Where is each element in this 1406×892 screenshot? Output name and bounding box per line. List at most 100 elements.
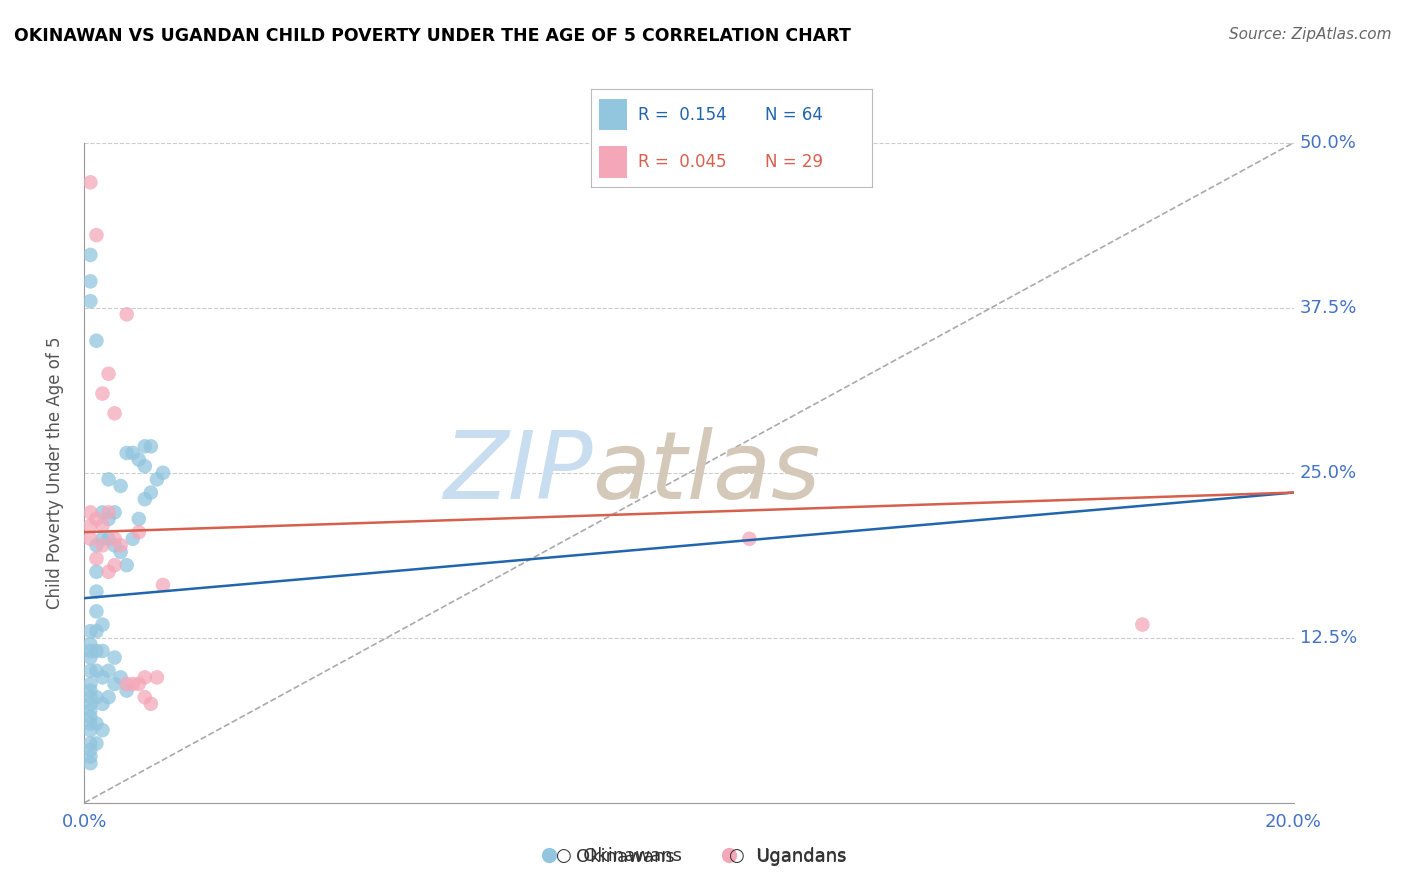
Point bbox=[139, 697, 162, 711]
Text: 50.0%: 50.0% bbox=[1299, 134, 1357, 152]
Point bbox=[91, 697, 114, 711]
Y-axis label: Child Poverty Under the Age of 5: Child Poverty Under the Age of 5 bbox=[45, 336, 63, 609]
Point bbox=[79, 690, 101, 705]
Point bbox=[128, 677, 150, 691]
Point bbox=[79, 756, 101, 771]
Point bbox=[152, 466, 174, 480]
Text: atlas: atlas bbox=[592, 427, 821, 518]
Point bbox=[86, 736, 108, 750]
Point bbox=[79, 664, 101, 678]
Point bbox=[110, 479, 132, 493]
Point bbox=[86, 538, 108, 552]
Point bbox=[139, 439, 162, 453]
Point bbox=[86, 584, 108, 599]
Point bbox=[115, 307, 138, 321]
Point bbox=[104, 538, 127, 552]
Point bbox=[91, 723, 114, 738]
Point bbox=[134, 439, 156, 453]
Point bbox=[97, 505, 120, 519]
Text: N = 64: N = 64 bbox=[765, 106, 823, 124]
Point bbox=[146, 472, 169, 486]
Point bbox=[79, 505, 101, 519]
Point bbox=[97, 512, 120, 526]
Point bbox=[146, 670, 169, 684]
Point bbox=[86, 551, 108, 566]
Point bbox=[86, 664, 108, 678]
Point bbox=[91, 532, 114, 546]
Text: Source: ZipAtlas.com: Source: ZipAtlas.com bbox=[1229, 27, 1392, 42]
Point bbox=[79, 703, 101, 717]
Point bbox=[91, 617, 114, 632]
Point bbox=[134, 690, 156, 705]
Point bbox=[97, 664, 120, 678]
Point bbox=[97, 690, 120, 705]
Point bbox=[79, 710, 101, 724]
Point bbox=[79, 723, 101, 738]
Point bbox=[79, 248, 101, 262]
Point bbox=[86, 228, 108, 243]
Text: 37.5%: 37.5% bbox=[1299, 299, 1357, 317]
Point bbox=[79, 294, 101, 309]
Point bbox=[91, 538, 114, 552]
Point bbox=[121, 677, 143, 691]
Point bbox=[86, 690, 108, 705]
Point bbox=[1130, 617, 1153, 632]
Point bbox=[104, 532, 127, 546]
Point bbox=[110, 538, 132, 552]
Point bbox=[79, 697, 101, 711]
Text: 12.5%: 12.5% bbox=[1299, 629, 1357, 647]
Point bbox=[79, 518, 101, 533]
Text: R =  0.154: R = 0.154 bbox=[638, 106, 727, 124]
Point bbox=[110, 670, 132, 684]
Point bbox=[104, 558, 127, 573]
Text: R =  0.045: R = 0.045 bbox=[638, 153, 727, 170]
Point bbox=[79, 644, 101, 658]
Point bbox=[115, 677, 138, 691]
Point bbox=[86, 565, 108, 579]
Point bbox=[79, 175, 101, 189]
Legend: Okinawans, Ugandans: Okinawans, Ugandans bbox=[524, 840, 853, 873]
Point bbox=[79, 274, 101, 288]
Point bbox=[128, 512, 150, 526]
Text: ZIP: ZIP bbox=[443, 427, 592, 518]
Point bbox=[134, 492, 156, 507]
Point bbox=[86, 512, 108, 526]
Point bbox=[91, 518, 114, 533]
Point bbox=[91, 670, 114, 684]
Text: ○  Okinawans: ○ Okinawans bbox=[555, 847, 682, 865]
Point bbox=[79, 624, 101, 639]
Point bbox=[91, 386, 114, 401]
Point bbox=[104, 505, 127, 519]
Bar bbox=[599, 146, 627, 178]
Point bbox=[79, 749, 101, 764]
Point bbox=[738, 532, 761, 546]
Point bbox=[79, 677, 101, 691]
Point bbox=[115, 558, 138, 573]
Point bbox=[115, 683, 138, 698]
Text: 25.0%: 25.0% bbox=[1299, 464, 1357, 482]
Point bbox=[79, 683, 101, 698]
Text: OKINAWAN VS UGANDAN CHILD POVERTY UNDER THE AGE OF 5 CORRELATION CHART: OKINAWAN VS UGANDAN CHILD POVERTY UNDER … bbox=[14, 27, 851, 45]
Point bbox=[134, 670, 156, 684]
Point bbox=[79, 637, 101, 651]
Point bbox=[134, 459, 156, 474]
Point bbox=[79, 650, 101, 665]
Text: ○  Ugandans: ○ Ugandans bbox=[728, 847, 846, 865]
Point bbox=[104, 650, 127, 665]
Point bbox=[121, 446, 143, 460]
Point bbox=[86, 604, 108, 618]
Text: N = 29: N = 29 bbox=[765, 153, 823, 170]
Bar bbox=[599, 99, 627, 130]
Point bbox=[110, 545, 132, 559]
Point bbox=[97, 367, 120, 381]
Point bbox=[86, 644, 108, 658]
Point bbox=[79, 532, 101, 546]
Point bbox=[115, 446, 138, 460]
Point bbox=[86, 334, 108, 348]
Point bbox=[121, 532, 143, 546]
Point bbox=[79, 743, 101, 757]
Point bbox=[152, 578, 174, 592]
Point bbox=[91, 644, 114, 658]
Point bbox=[104, 677, 127, 691]
Point bbox=[128, 525, 150, 540]
